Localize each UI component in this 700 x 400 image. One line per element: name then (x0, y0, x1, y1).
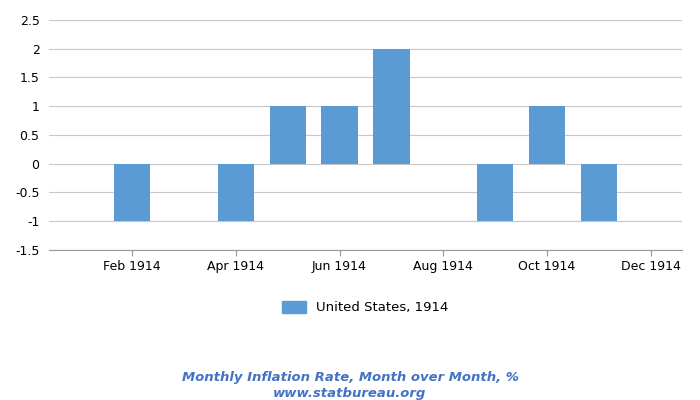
Bar (114, 164, 150, 221)
Bar (477, 164, 513, 221)
Legend: United States, 1914: United States, 1914 (277, 295, 454, 320)
Bar (528, 106, 565, 164)
Bar (270, 106, 306, 164)
Bar (218, 164, 254, 221)
Bar (373, 49, 410, 164)
Text: www.statbureau.org: www.statbureau.org (273, 388, 427, 400)
Bar (321, 106, 358, 164)
Text: Monthly Inflation Rate, Month over Month, %: Monthly Inflation Rate, Month over Month… (181, 372, 519, 384)
Bar (580, 164, 617, 221)
